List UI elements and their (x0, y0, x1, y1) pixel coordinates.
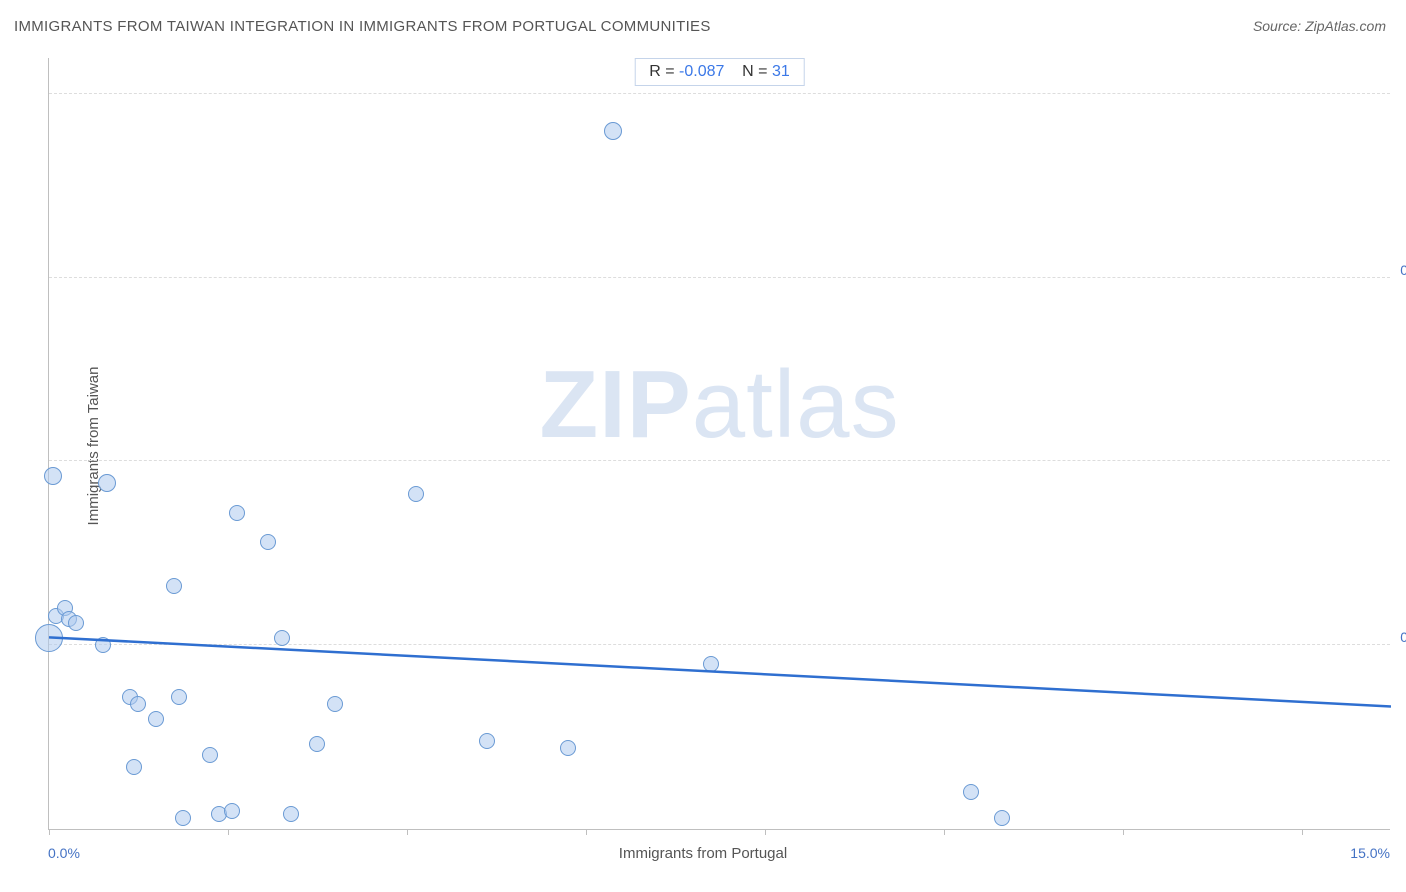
x-tick-max: 15.0% (1350, 845, 1390, 861)
x-tick-min: 0.0% (48, 845, 80, 861)
correlation-stats-box: R = -0.087 N = 31 (634, 58, 805, 86)
y-tick-label: 1.0% (1396, 78, 1406, 94)
x-axis-label: Immigrants from Portugal (619, 845, 787, 862)
n-label: N = (742, 63, 767, 80)
y-tick-label: 0.5% (1396, 445, 1406, 461)
chart-plot-area: R = -0.087 N = 31 ZIPatlas 0.25%0.5%0.75… (48, 58, 1390, 830)
source-attribution: Source: ZipAtlas.com (1253, 18, 1386, 34)
y-tick-label: 0.25% (1396, 629, 1406, 645)
chart-title: IMMIGRANTS FROM TAIWAN INTEGRATION IN IM… (14, 18, 711, 35)
n-value: 31 (772, 63, 790, 80)
r-value: -0.087 (679, 63, 724, 80)
r-label: R = (649, 63, 674, 80)
y-tick-label: 0.75% (1396, 262, 1406, 278)
trend-line (49, 58, 1391, 830)
